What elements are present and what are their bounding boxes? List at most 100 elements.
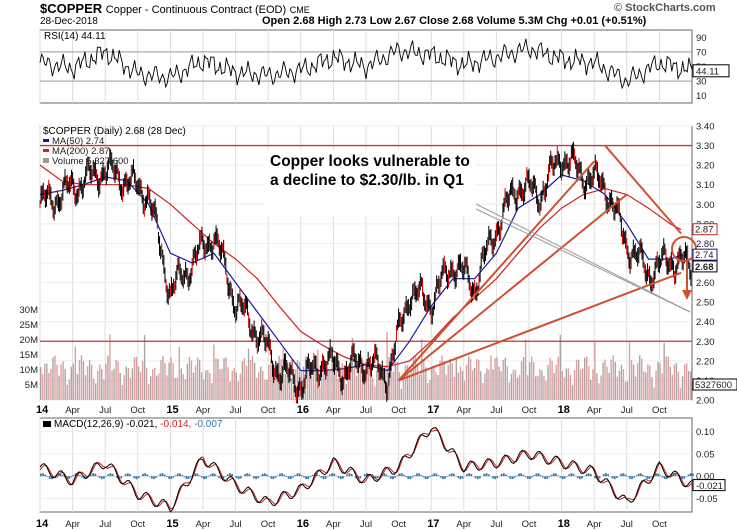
volume-bar [504, 357, 506, 400]
macd-hist-bar [305, 476, 307, 480]
volume-bar [673, 364, 676, 400]
macd-hist-bar [539, 475, 542, 477]
volume-bar [68, 379, 70, 400]
volume-bar [253, 362, 256, 400]
volume-bar [429, 379, 431, 400]
volume-bar [113, 368, 115, 400]
macd-hist-bar [135, 476, 138, 480]
volume-bar [131, 368, 134, 400]
volume-bar [262, 370, 264, 400]
volume-bar [213, 344, 215, 400]
macd-hist-bar [337, 476, 340, 478]
volume-bar [347, 380, 350, 400]
macd-legend-part: -0.014, [160, 419, 194, 430]
macd-hist-bar [216, 475, 218, 477]
volume-bar [355, 375, 358, 400]
macd-hist-bar [461, 476, 464, 479]
volume-bar [292, 385, 295, 400]
macd-hist-bar [513, 476, 516, 478]
rsi-tick: 44.11 [696, 66, 719, 77]
macd-hist-bar [174, 475, 177, 477]
macd-hist-bar [68, 476, 71, 479]
macd-hist-bar [548, 476, 551, 478]
macd-hist-bar [457, 476, 460, 479]
macd-hist-bar [585, 474, 588, 477]
macd-hist-bar [611, 476, 614, 479]
macd-hist-bar [422, 476, 425, 478]
volume-bar [211, 383, 213, 400]
macd-hist-bar [183, 476, 186, 478]
volume-bar [494, 358, 496, 400]
volume-bar [394, 362, 396, 400]
volume-bar [592, 369, 594, 400]
macd-hist-bar [333, 473, 336, 477]
macd-hist-bar [289, 476, 292, 480]
macd-hist-bar [74, 473, 77, 477]
macd-hist-bar [124, 474, 127, 477]
volume-bar [610, 359, 612, 400]
macd-hist-bar [446, 476, 449, 477]
x-axis-label-bottom: Apr [587, 519, 602, 530]
volume-bar [657, 361, 659, 400]
price-tick: 2.40 [696, 317, 715, 328]
macd-hist-bar [483, 473, 486, 477]
volume-bar [431, 368, 433, 400]
volume-bar [581, 368, 584, 400]
macd-hist-bar [465, 474, 468, 477]
volume-bar [103, 379, 105, 400]
macd-hist-bar [665, 476, 668, 479]
macd-hist-bar [424, 476, 427, 480]
macd-hist-bar [98, 476, 101, 478]
macd-hist-bar [207, 476, 210, 477]
macd-hist-bar [179, 473, 181, 477]
macd-hist-bar [383, 473, 386, 477]
volume-bar [345, 383, 348, 400]
volume-bar [323, 362, 325, 400]
volume-bar [478, 359, 480, 400]
macd-tick: 0.00 [696, 472, 715, 483]
x-axis-label: Oct [261, 405, 276, 416]
x-axis-label-bottom: Jul [230, 519, 242, 530]
volume-bar [614, 361, 616, 400]
macd-hist-bar [598, 476, 601, 479]
macd-hist-bar [363, 474, 366, 477]
macd-hist-bar [507, 476, 510, 477]
macd-hist-bar [581, 476, 583, 479]
volume-bar [296, 360, 299, 400]
macd-hist-bar [459, 476, 462, 480]
volume-bar [239, 373, 242, 400]
volume-bar [520, 361, 523, 400]
volume-bar [251, 355, 254, 400]
macd-hist-bar [355, 476, 357, 479]
x-axis-label: Apr [196, 405, 211, 416]
volume-bar [514, 369, 517, 400]
macd-hist-bar [261, 473, 264, 477]
macd-hist-bar [546, 476, 549, 479]
volume-bar [669, 366, 671, 400]
macd-hist-bar [302, 476, 305, 478]
volume-bar [549, 357, 551, 400]
macd-hist-bar [298, 473, 301, 477]
x-axis-label-bottom: Oct [522, 519, 537, 530]
macd-hist-bar [400, 473, 403, 477]
volume-bar [270, 358, 272, 400]
volume-bar [463, 380, 466, 400]
macd-hist-bar [59, 473, 62, 477]
macd-hist-bar [659, 475, 662, 477]
macd-hist-bar [226, 474, 229, 477]
x-axis-label: Jul [490, 405, 502, 416]
volume-bar [351, 337, 354, 400]
volume-tick: 20M [20, 335, 39, 346]
volume-tick: 10M [20, 365, 39, 376]
macd-hist-bar [116, 476, 118, 479]
volume-bar [482, 383, 484, 400]
volume-bar [618, 370, 621, 400]
volume-bar [384, 365, 386, 400]
volume-bar [404, 365, 407, 400]
volume-bar [290, 378, 293, 400]
macd-hist-bar [137, 476, 140, 479]
volume-bar [229, 381, 231, 400]
volume-bar [502, 359, 504, 400]
volume-bar [683, 364, 686, 400]
x-axis-label-bottom: Jul [360, 519, 372, 530]
